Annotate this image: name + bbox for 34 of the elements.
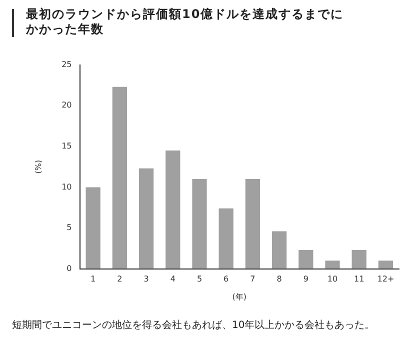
bar: [112, 86, 127, 269]
x-tick-label: 12+: [377, 274, 394, 284]
bar: [245, 179, 260, 269]
y-tick-label: 10: [62, 182, 72, 192]
y-tick-label: 5: [66, 223, 72, 232]
bar: [166, 150, 180, 269]
x-tick-label: 11: [354, 274, 364, 284]
x-tick-label: 9: [303, 274, 308, 284]
x-tick-label: 1: [90, 274, 96, 284]
x-tick-label: 5: [196, 274, 202, 284]
y-tick-label: 20: [62, 100, 72, 110]
chart-title: 最初のラウンドから評価額10億ドルを達成するまでにかかった年数: [26, 7, 345, 37]
y-tick-label: 15: [62, 141, 72, 150]
x-tick-label: 6: [224, 274, 229, 284]
bar: [138, 168, 154, 269]
bar: [192, 179, 207, 269]
bar: [298, 250, 314, 269]
y-tick-label: 25: [62, 60, 72, 69]
x-tick-label: 7: [250, 274, 256, 284]
bar: [325, 260, 340, 269]
x-tick-label: 8: [276, 274, 282, 284]
y-tick-label: 0: [66, 264, 72, 273]
bar: [86, 187, 100, 269]
x-tick-label: 3: [144, 274, 149, 284]
bar: [378, 260, 394, 269]
bar: [352, 250, 366, 269]
x-tick-label: 2: [117, 274, 122, 284]
x-tick-label: 4: [170, 274, 176, 284]
x-axis-title: (年): [232, 292, 247, 302]
bar: [272, 231, 287, 269]
y-axis-title: (%): [34, 160, 43, 174]
x-tick-label: 10: [327, 274, 338, 284]
bar: [218, 208, 234, 269]
text: 短期間でユニコーンの地位を得る会社もあれば、10年以上かかる会社もあった。: [12, 318, 375, 332]
